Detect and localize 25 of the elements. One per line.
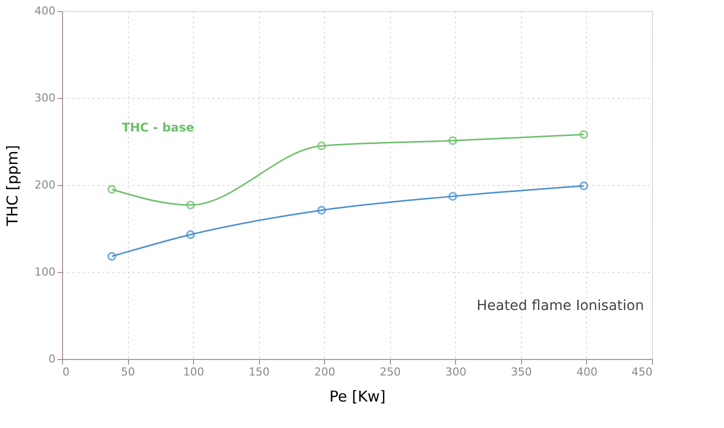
x-tick-label: 350 — [510, 366, 532, 378]
x-tick-label: 250 — [380, 366, 401, 378]
x-tick-label: 50 — [121, 366, 136, 378]
point — [448, 192, 458, 201]
x-tick-label: 300 — [445, 366, 466, 378]
y-tick-label: 0 — [48, 352, 56, 366]
x-tick-label: 200 — [314, 366, 336, 378]
y-tick-label: 300 — [34, 92, 56, 104]
point — [186, 230, 195, 240]
text: THC - base — [122, 120, 194, 134]
annotation: Heated flame Ionisation — [476, 298, 644, 314]
y-axis-title: THC [ppm] — [4, 144, 22, 228]
y-tick-label: 400 — [34, 4, 56, 18]
x-tick-label: 150 — [248, 366, 270, 378]
x-axis-title: Pe [Kw] — [329, 388, 386, 406]
y-tick-label: 100 — [34, 266, 56, 278]
x-tick-label: 400 — [576, 366, 598, 378]
point — [186, 200, 195, 210]
point — [317, 206, 326, 215]
x-tick-label: 100 — [183, 366, 204, 378]
point — [448, 136, 458, 146]
x-tick-label: 0 — [62, 366, 70, 378]
point — [317, 141, 326, 150]
x-tick-label: 450 — [632, 366, 652, 378]
y-tick-label: 200 — [34, 178, 56, 192]
